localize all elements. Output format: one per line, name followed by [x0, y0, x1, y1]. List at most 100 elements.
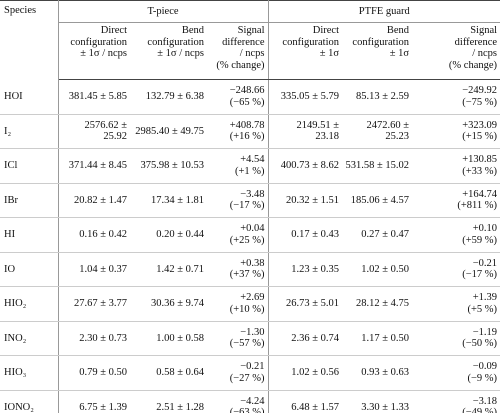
column-header: Direct configuration ± 1σ / ncps	[58, 22, 130, 80]
cell-text: (+25 %)	[229, 234, 265, 246]
column-header: Bend configuration ± 1σ / ncps	[130, 22, 207, 80]
species-header: Species	[0, 0, 59, 80]
cell-text: −249.92	[462, 85, 498, 97]
value-cell: 132.79 ± 6.38	[130, 79, 207, 115]
header-line: Signal	[237, 25, 265, 36]
cell-text: 20.32 ± 1.51	[285, 194, 339, 206]
value-cell: 2149.51 ± 23.18	[268, 114, 342, 149]
value-cell: +4.54 (+1 %)	[207, 148, 269, 184]
value-cell: +2.69 (+10 %)	[207, 286, 269, 322]
header-line: difference	[454, 36, 498, 48]
cell-text: 375.98 ± 10.53	[140, 160, 204, 171]
cell-text: −3.18	[472, 395, 498, 407]
cell-text: 2.51 ± 1.28	[156, 401, 204, 413]
value-cell: 2985.40 ± 49.75	[130, 114, 207, 149]
header-line: ± 1σ	[389, 48, 409, 59]
cell-text: +4.54	[240, 154, 265, 166]
header-line: / ncps	[239, 48, 265, 59]
value-cell: 2576.62 ± 25.92	[58, 114, 130, 149]
value-cell: 531.58 ± 15.02	[342, 148, 412, 184]
cell-text: −1.30	[240, 326, 265, 338]
cell-text: 335.05 ± 5.79	[280, 91, 339, 102]
species-cell: HIO₂	[0, 286, 59, 322]
cell-text: 1.17 ± 0.50	[361, 332, 409, 344]
value-cell: 20.32 ± 1.51	[268, 183, 342, 218]
value-cell: −1.19 (−50 %)	[412, 321, 500, 356]
value-cell: −0.09 (−9 %)	[412, 355, 500, 391]
cell-text: 28.12 ± 4.75	[355, 298, 409, 309]
value-cell: 0.20 ± 0.44	[130, 217, 207, 253]
value-cell: +0.04 (+25 %)	[207, 217, 269, 253]
cell-text: (−17 %)	[462, 269, 498, 281]
header-line: Bend	[386, 25, 409, 36]
species-cell: HOI	[0, 79, 59, 115]
cell-text: 400.73 ± 8.62	[280, 160, 339, 171]
header-line: Direct	[312, 25, 339, 36]
cell-text: −0.09	[472, 361, 498, 373]
cell-text: 2576.62 ± 25.92	[84, 119, 127, 143]
column-header: Bend configuration ± 1σ	[342, 22, 412, 80]
cell-text: +0.04	[240, 223, 265, 235]
value-cell: 17.34 ± 1.81	[130, 183, 207, 218]
cell-text: 1.23 ± 0.35	[291, 263, 339, 275]
cell-text: 2985.40 ± 49.75	[135, 125, 204, 137]
value-cell: 371.44 ± 8.45	[58, 148, 130, 184]
cell-text: (+59 %)	[462, 234, 498, 246]
value-cell: 2472.60 ± 25.23	[342, 114, 412, 149]
header-line: configuration	[282, 36, 339, 48]
value-cell: 0.27 ± 0.47	[342, 217, 412, 253]
header-line: difference	[222, 36, 265, 48]
species-cell: IO	[0, 252, 59, 287]
header-line: Bend	[181, 25, 204, 36]
cell-text: 20.82 ± 1.47	[73, 194, 127, 206]
cell-text: +164.74	[462, 188, 498, 200]
value-cell: +130.85 (+33 %)	[412, 148, 500, 184]
value-cell: −3.48 (−17 %)	[207, 183, 269, 218]
cell-text: 381.45 ± 5.85	[68, 91, 127, 102]
value-cell: 0.58 ± 0.64	[130, 355, 207, 391]
column-header-row: Direct configuration ± 1σ / ncps Bend config…	[0, 22, 500, 80]
group-header-row: Species T-piece PTFE guard	[0, 0, 500, 80]
cell-text: +2.69	[240, 292, 265, 304]
cell-text: +408.78	[229, 119, 265, 131]
header-line: configuration	[147, 36, 204, 48]
value-cell: 6.75 ± 1.39	[58, 390, 130, 413]
value-cell: 381.45 ± 5.85	[58, 79, 130, 115]
table-row: ICl 371.44 ± 8.45 375.98 ± 10.53 +4.54 (+1 %…	[0, 148, 500, 184]
cell-text: 1.42 ± 0.71	[156, 263, 204, 275]
value-cell: +323.09 (+15 %)	[412, 114, 500, 149]
table-row: INO₂ 2.30 ± 0.73 1.00 ± 0.58 −1.30 (−57 %) 2.…	[0, 321, 500, 356]
value-cell: 1.02 ± 0.50	[342, 252, 412, 287]
header-line: / ncps	[472, 48, 498, 59]
species-cell: HI	[0, 217, 59, 253]
cell-text: (−9 %)	[467, 372, 498, 384]
value-cell: 0.79 ± 0.50	[58, 355, 130, 391]
value-cell: −1.30 (−57 %)	[207, 321, 269, 356]
table-row: I₂ 2576.62 ± 25.92 2985.40 ± 49.75 +408.78(…	[0, 114, 500, 149]
cell-text: 2.30 ± 0.73	[79, 332, 127, 344]
cell-text: −0.21	[240, 361, 265, 373]
value-cell: 30.36 ± 9.74	[130, 286, 207, 322]
cell-text: 6.75 ± 1.39	[79, 401, 127, 413]
table-row: HIO₃ 0.79 ± 0.50 0.58 ± 0.64 −0.21 (−27 %) 1.…	[0, 355, 500, 391]
value-cell: 0.17 ± 0.43	[268, 217, 342, 253]
cell-text: 17.34 ± 1.81	[150, 194, 204, 206]
cell-text: 30.36 ± 9.74	[150, 298, 204, 309]
value-cell: 2.30 ± 0.73	[58, 321, 130, 356]
cell-text: +0.10	[472, 223, 498, 235]
cell-text: (+5 %)	[467, 303, 498, 315]
value-cell: 3.30 ± 1.33	[342, 390, 412, 413]
column-header: Direct configuration ± 1σ	[268, 22, 342, 80]
species-cell: HIO₃	[0, 355, 59, 391]
cell-text: 132.79 ± 6.38	[145, 91, 204, 102]
species-cell: I₂	[0, 114, 59, 149]
cell-text: +323.09	[462, 119, 498, 131]
value-cell: 27.67 ± 3.77	[58, 286, 130, 322]
cell-text: 1.02 ± 0.56	[291, 367, 339, 378]
value-cell: −3.18 (−49 %)	[412, 390, 500, 413]
table-row: IBr 20.82 ± 1.47 17.34 ± 1.81 −3.48 (−17 %) 2…	[0, 183, 500, 218]
cell-text: (−50 %)	[462, 338, 498, 350]
